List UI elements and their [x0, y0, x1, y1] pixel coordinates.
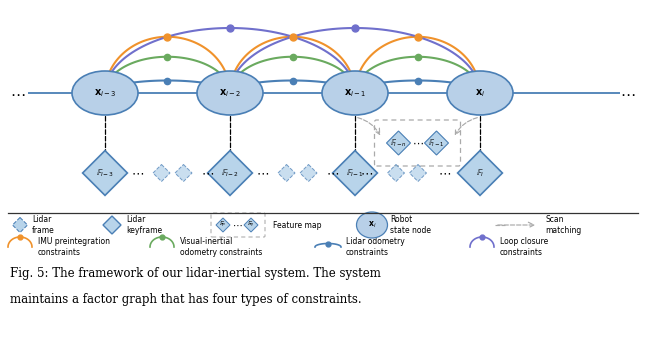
Text: IMU preintegration
constraints: IMU preintegration constraints [38, 237, 110, 257]
Text: $\cdots$: $\cdots$ [326, 166, 339, 180]
Text: maintains a factor graph that has four types of constraints.: maintains a factor graph that has four t… [10, 293, 362, 306]
Text: $\cdots$: $\cdots$ [360, 166, 373, 180]
Text: $\mathbb{F}_p$: $\mathbb{F}_p$ [219, 220, 227, 230]
Polygon shape [216, 218, 230, 232]
Text: $\cdots$: $\cdots$ [620, 86, 636, 100]
Text: Lidar
frame: Lidar frame [32, 215, 55, 235]
Polygon shape [410, 164, 426, 181]
Polygon shape [83, 151, 127, 195]
Text: $\mathbb{F}_{i-1}$: $\mathbb{F}_{i-1}$ [428, 137, 444, 149]
Polygon shape [424, 131, 448, 155]
Polygon shape [278, 164, 295, 181]
Ellipse shape [447, 71, 513, 115]
Polygon shape [12, 218, 28, 233]
Polygon shape [300, 164, 317, 181]
Text: $\mathbb{F}_{i-n}$: $\mathbb{F}_{i-n}$ [390, 137, 407, 149]
Text: $\mathbb{F}_{i}$: $\mathbb{F}_{i}$ [476, 167, 484, 179]
Polygon shape [153, 164, 170, 181]
Text: $\mathbf{x}_{i-3}$: $\mathbf{x}_{i-3}$ [94, 87, 116, 99]
Text: $\cdots$: $\cdots$ [131, 166, 144, 180]
Text: Visual-inertial
odometry constraints: Visual-inertial odometry constraints [180, 237, 263, 257]
Text: $\cdots$: $\cdots$ [232, 220, 243, 230]
Polygon shape [244, 218, 258, 232]
Text: $\mathbb{F}_{i-3}$: $\mathbb{F}_{i-3}$ [96, 167, 114, 179]
Text: Loop closure
constraints: Loop closure constraints [500, 237, 548, 257]
Polygon shape [333, 151, 377, 195]
Polygon shape [208, 151, 252, 195]
Ellipse shape [197, 71, 263, 115]
Text: Scan
matching: Scan matching [545, 215, 581, 235]
Text: Lidar odometry
constraints: Lidar odometry constraints [346, 237, 405, 257]
Text: $\mathbf{x}_i$: $\mathbf{x}_i$ [367, 220, 377, 230]
Text: Feature map: Feature map [273, 220, 322, 229]
Text: $\cdots$: $\cdots$ [201, 166, 214, 180]
Text: $\mathbf{x}_{i-2}$: $\mathbf{x}_{i-2}$ [219, 87, 241, 99]
Text: $\cdots$: $\cdots$ [256, 166, 269, 180]
Text: Lidar
keyframe: Lidar keyframe [126, 215, 162, 235]
Ellipse shape [72, 71, 138, 115]
Text: $\mathbb{F}_q$: $\mathbb{F}_q$ [247, 220, 255, 230]
Text: Robot
state node: Robot state node [390, 215, 431, 235]
Text: $\cdots$: $\cdots$ [411, 138, 423, 148]
Polygon shape [175, 164, 192, 181]
Polygon shape [103, 216, 121, 234]
Text: $\cdots$: $\cdots$ [439, 166, 452, 180]
Text: $\cdots$: $\cdots$ [10, 86, 26, 100]
Text: Fig. 5: The framework of our lidar-inertial system. The system: Fig. 5: The framework of our lidar-inert… [10, 267, 381, 280]
Text: $\mathbb{F}_{i-1}$: $\mathbb{F}_{i-1}$ [346, 167, 364, 179]
Text: $\mathbb{F}_{i-2}$: $\mathbb{F}_{i-2}$ [221, 167, 239, 179]
Ellipse shape [356, 212, 388, 238]
Polygon shape [457, 151, 503, 195]
Text: $\mathbf{x}_{i-1}$: $\mathbf{x}_{i-1}$ [344, 87, 366, 99]
Text: $\mathbf{x}_{i}$: $\mathbf{x}_{i}$ [475, 87, 485, 99]
Ellipse shape [322, 71, 388, 115]
Polygon shape [386, 131, 410, 155]
Polygon shape [388, 164, 404, 181]
